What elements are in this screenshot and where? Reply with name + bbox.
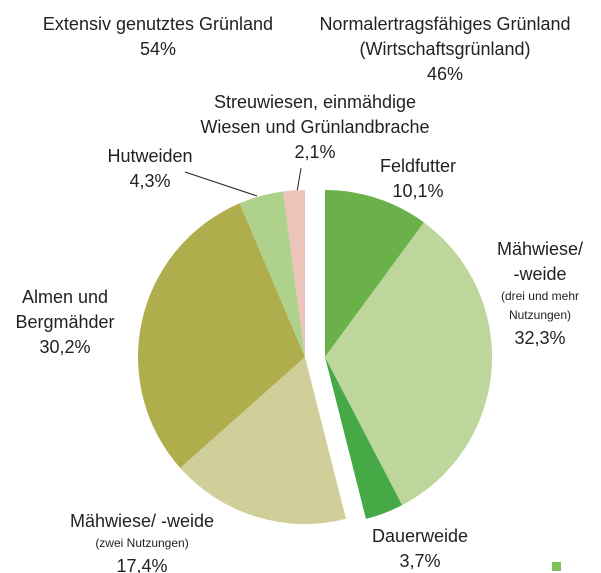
group-label: Normalertragsfähiges Grünland	[319, 14, 570, 34]
pie-slice	[325, 222, 492, 506]
slice-value-label: 3,7%	[399, 551, 440, 571]
group-label: Extensiv genutztes Grünland	[43, 14, 273, 34]
slice-label: Feldfutter	[380, 156, 456, 176]
slice-value-label: 4,3%	[129, 171, 170, 191]
slice-value-label: 2,1%	[294, 142, 335, 162]
slice-value-label: 10,1%	[392, 181, 443, 201]
group-value-label: 46%	[427, 64, 463, 84]
slice-note: (zwei Nutzungen)	[95, 536, 188, 550]
slice-label: -weide	[513, 264, 566, 284]
slice-label: Bergmähder	[15, 312, 114, 332]
leader-line	[184, 171, 258, 197]
group-label: (Wirtschaftsgrünland)	[359, 39, 530, 59]
pie-slice	[283, 190, 305, 357]
pie-slice	[138, 203, 305, 468]
decoration	[552, 562, 561, 571]
leader-line	[296, 167, 302, 193]
slice-value-label: 17,4%	[116, 556, 167, 573]
slice-label: Hutweiden	[107, 146, 192, 166]
slice-label: Almen und	[22, 287, 108, 307]
pie-slice	[239, 191, 305, 357]
slice-label: Wiesen und Grünlandbrache	[200, 117, 429, 137]
slice-note: (drei und mehr	[501, 289, 579, 303]
pie-slice	[325, 190, 424, 357]
group-value-label: 54%	[140, 39, 176, 59]
slice-label: Dauerweide	[372, 526, 468, 546]
slice-label: Mähwiese/	[497, 239, 583, 259]
slice-label: Mähwiese/ -weide	[70, 511, 214, 531]
slice-value-label: 32,3%	[514, 328, 565, 348]
slice-note: Nutzungen)	[509, 308, 571, 322]
slice-label: Streuwiesen, einmähdige	[214, 92, 416, 112]
slice-value-label: 30,2%	[39, 337, 90, 357]
pie-slice	[180, 357, 346, 524]
pie-slice	[325, 357, 403, 519]
